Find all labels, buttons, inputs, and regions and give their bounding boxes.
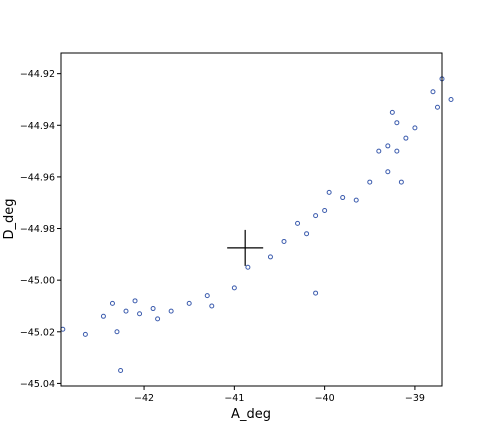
scatter-point-9 bbox=[150, 306, 156, 312]
scatter-point-20 bbox=[313, 290, 319, 296]
scatter-point-35 bbox=[394, 120, 400, 126]
x-tick-label-1: −41 bbox=[224, 393, 244, 404]
scatter-point-30 bbox=[403, 135, 409, 141]
scatter-point-2 bbox=[100, 313, 106, 319]
y-tick-label-0: −45.04 bbox=[20, 379, 55, 390]
scatter-point-6 bbox=[123, 308, 129, 314]
scatter-point-37 bbox=[430, 89, 436, 95]
scatter-point-19 bbox=[295, 220, 301, 226]
x-tick-label-3: −39 bbox=[405, 393, 425, 404]
y-axis-ticks: −45.04 −45.02 −45.00 −44.98 −44.96 −44.94 −44.… bbox=[20, 69, 61, 390]
center-marker bbox=[227, 229, 264, 266]
x-tick-label-2: −40 bbox=[315, 393, 335, 404]
scatter-point-3 bbox=[114, 329, 120, 335]
scatter-point-17 bbox=[267, 254, 273, 260]
scatter-point-31 bbox=[394, 148, 400, 154]
scatter-point-36 bbox=[412, 125, 418, 131]
scatter-point-39 bbox=[434, 104, 440, 110]
y-tick-label-4: −44.96 bbox=[20, 172, 55, 183]
plot-frame bbox=[60, 52, 443, 387]
scatter-point-24 bbox=[326, 189, 332, 195]
x-axis-title: A_deg bbox=[231, 407, 271, 422]
scatter-point-29 bbox=[398, 179, 404, 185]
scatter-point-18 bbox=[281, 238, 287, 244]
scatter-point-14 bbox=[209, 303, 215, 309]
scatter-point-16 bbox=[245, 264, 251, 270]
scatter-point-13 bbox=[204, 293, 210, 299]
scatter-point-15 bbox=[231, 285, 237, 291]
y-axis-title: D_deg bbox=[2, 198, 17, 239]
scatter-point-33 bbox=[376, 148, 382, 154]
scatter-point-5 bbox=[109, 300, 115, 306]
y-tick-label-3: −44.98 bbox=[20, 224, 55, 235]
scatter-point-27 bbox=[367, 179, 373, 185]
x-tick-label-0: −42 bbox=[134, 393, 154, 404]
scatter-point-1 bbox=[82, 331, 88, 337]
scatter-point-21 bbox=[304, 231, 310, 237]
scatter-point-32 bbox=[385, 143, 391, 149]
points-layer bbox=[60, 76, 454, 374]
scatter-point-8 bbox=[137, 311, 143, 317]
x-axis-ticks: −42 −41 −40 −39 bbox=[134, 386, 425, 404]
scatter-point-22 bbox=[313, 213, 319, 219]
y-tick-label-1: −45.02 bbox=[20, 327, 55, 338]
scatter-point-11 bbox=[168, 308, 174, 314]
scatter-point-25 bbox=[340, 195, 346, 201]
scatter-point-12 bbox=[186, 300, 192, 306]
scatter-point-23 bbox=[322, 207, 328, 213]
scatter-point-10 bbox=[155, 316, 161, 322]
scatter-point-26 bbox=[353, 197, 359, 203]
y-tick-label-5: −44.94 bbox=[20, 121, 55, 132]
scatter-point-28 bbox=[385, 169, 391, 175]
y-tick-label-2: −45.00 bbox=[20, 276, 55, 287]
scatter-point-34 bbox=[389, 109, 395, 115]
scatter-point-7 bbox=[132, 298, 138, 304]
scatter-point-38 bbox=[448, 96, 454, 102]
y-tick-label-6: −44.92 bbox=[20, 69, 55, 80]
scatter-point-4 bbox=[118, 368, 124, 374]
